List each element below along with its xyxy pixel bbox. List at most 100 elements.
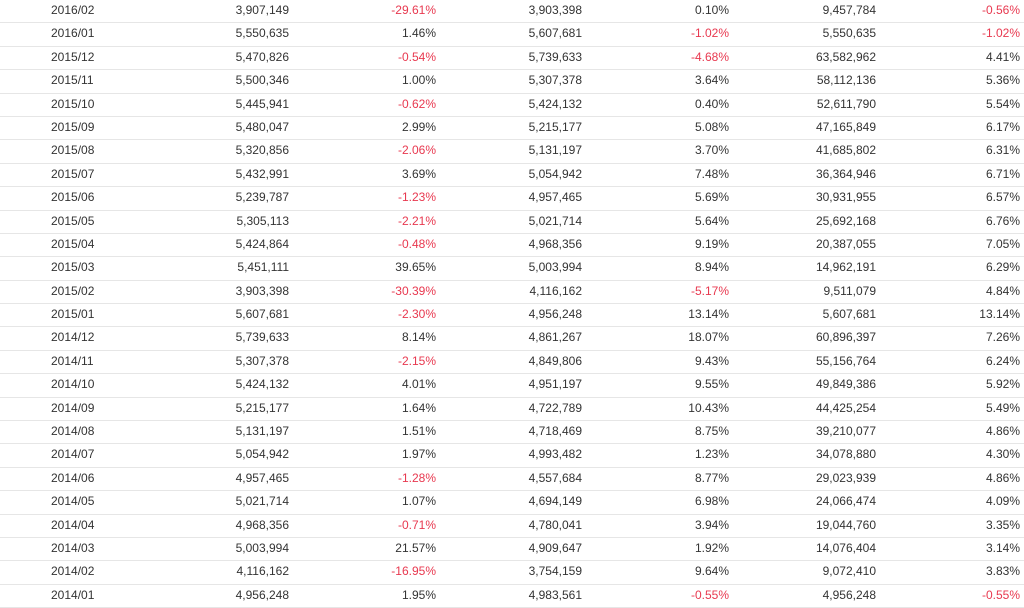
value-cell: 4,968,356 xyxy=(235,517,289,532)
value-cell: 5.36% xyxy=(985,73,1020,88)
period-cell: 2015/10 xyxy=(51,96,95,111)
period-cell: 2015/04 xyxy=(51,236,95,251)
value-cell: 7.26% xyxy=(985,330,1020,345)
table-row: 2014/07 5,054,942 1.97% 4,993,482 1.23% 34,07… xyxy=(0,444,1024,468)
value-cell: 8.14% xyxy=(401,330,436,345)
value-cell: 9.43% xyxy=(694,353,729,368)
period-cell: 2015/08 xyxy=(51,143,95,158)
table-row: 2015/01 5,607,681 -2.30% 4,956,248 13.14% 5,6… xyxy=(0,304,1024,328)
table-row: 2015/11 5,500,346 1.00% 5,307,378 3.64% 58,11… xyxy=(0,70,1024,94)
period-cell: 2014/02 xyxy=(51,564,95,579)
table-row: 2014/04 4,968,356 -0.71% 4,780,041 3.94% 19,0… xyxy=(0,515,1024,538)
value-cell: -2.15% xyxy=(397,353,436,368)
period-cell: 2016/02 xyxy=(51,3,95,17)
period-cell: 2015/05 xyxy=(51,213,95,228)
value-cell: 3.14% xyxy=(985,540,1020,555)
value-cell: 4,718,469 xyxy=(528,424,582,439)
value-cell: 5,305,113 xyxy=(236,213,290,228)
value-cell: -2.30% xyxy=(397,307,436,322)
table-row: 2015/06 5,239,787 -1.23% 4,957,465 5.69% 30,9… xyxy=(0,187,1024,211)
period-cell: 2014/08 xyxy=(51,424,95,439)
value-cell: 44,425,254 xyxy=(815,400,876,415)
period-cell: 2015/06 xyxy=(51,190,95,205)
table-row: 2015/04 5,424,864 -0.48% 4,968,356 9.19% 20,3… xyxy=(0,234,1024,258)
value-cell: 1.51% xyxy=(401,424,436,439)
value-cell: 5,470,826 xyxy=(235,49,289,64)
value-cell: 6.57% xyxy=(985,190,1020,205)
value-cell: 5,003,994 xyxy=(528,260,582,275)
value-cell: 4,116,162 xyxy=(236,564,290,579)
value-cell: 63,582,962 xyxy=(815,49,876,64)
value-cell: 5,424,864 xyxy=(235,236,289,251)
value-cell: 6.71% xyxy=(985,166,1020,181)
value-cell: 39.65% xyxy=(395,260,436,275)
value-cell: 39,210,077 xyxy=(815,424,876,439)
value-cell: 5,215,177 xyxy=(235,400,289,415)
value-cell: 8.75% xyxy=(694,424,729,439)
value-cell: 5,307,378 xyxy=(528,73,582,88)
value-cell: 7.05% xyxy=(985,236,1020,251)
period-cell: 2015/11 xyxy=(51,73,94,88)
period-cell: 2014/05 xyxy=(51,494,95,509)
value-cell: 1.46% xyxy=(401,26,436,41)
value-cell: 4.01% xyxy=(401,377,436,392)
table-row: 2014/02 4,116,162 -16.95% 3,754,159 9.64% 9,0… xyxy=(0,561,1024,585)
value-cell: -0.55% xyxy=(981,587,1020,602)
value-cell: 3,907,149 xyxy=(235,3,289,17)
value-cell: -1.23% xyxy=(397,190,436,205)
period-cell: 2014/10 xyxy=(51,377,95,392)
table-row: 2015/03 5,451,111 39.65% 5,003,994 8.94% 14,9… xyxy=(0,257,1024,281)
value-cell: 1.92% xyxy=(694,540,729,555)
value-cell: -0.48% xyxy=(397,236,436,251)
value-cell: 6.24% xyxy=(985,353,1020,368)
value-cell: 36,364,946 xyxy=(815,166,876,181)
value-cell: 4,861,267 xyxy=(528,330,582,345)
period-cell: 2015/01 xyxy=(51,307,95,322)
value-cell: 6.29% xyxy=(985,260,1020,275)
value-cell: 9,511,079 xyxy=(823,283,877,298)
value-cell: 3.64% xyxy=(694,73,729,88)
value-cell: 9,072,410 xyxy=(822,564,876,579)
value-cell: -1.28% xyxy=(397,470,436,485)
value-cell: 58,112,136 xyxy=(816,73,876,88)
value-cell: 5,739,633 xyxy=(528,49,582,64)
value-cell: 4,957,465 xyxy=(528,190,582,205)
table-row: 2014/08 5,131,197 1.51% 4,718,469 8.75% 39,21… xyxy=(0,421,1024,445)
table-row: 2014/11 5,307,378 -2.15% 4,849,806 9.43% 55,1… xyxy=(0,351,1024,375)
value-cell: 5.69% xyxy=(694,190,729,205)
value-cell: 41,685,802 xyxy=(815,143,876,158)
value-cell: 4,993,482 xyxy=(528,447,582,462)
table-row: 2015/08 5,320,856 -2.06% 5,131,197 3.70% 41,6… xyxy=(0,140,1024,164)
value-cell: 5,451,111 xyxy=(237,260,289,275)
period-cell: 2015/03 xyxy=(51,260,95,275)
value-cell: -1.02% xyxy=(690,26,729,41)
value-cell: 4,951,197 xyxy=(528,377,582,392)
value-cell: 5,432,991 xyxy=(235,166,289,181)
table-row: 2016/01 5,550,635 1.46% 5,607,681 -1.02% 5,55… xyxy=(0,23,1024,47)
period-cell: 2014/04 xyxy=(51,517,95,532)
table-row: 2016/02 3,907,149 -29.61% 3,903,398 0.10% 9,4… xyxy=(0,0,1024,24)
value-cell: 4.09% xyxy=(985,494,1020,509)
value-cell: 3.69% xyxy=(401,166,436,181)
period-cell: 2014/12 xyxy=(51,330,95,345)
value-cell: 14,076,404 xyxy=(815,540,876,555)
value-cell: -16.95% xyxy=(391,564,436,579)
value-cell: 1.64% xyxy=(401,400,436,415)
value-cell: 1.23% xyxy=(694,447,729,462)
value-cell: 5.54% xyxy=(985,96,1020,111)
value-cell: 0.10% xyxy=(694,3,729,17)
value-cell: 29,023,939 xyxy=(815,470,876,485)
value-cell: -0.62% xyxy=(397,96,436,111)
value-cell: -2.21% xyxy=(397,213,436,228)
value-cell: 4,780,041 xyxy=(528,517,582,532)
value-cell: -30.39% xyxy=(391,283,436,298)
value-cell: 2.99% xyxy=(401,119,436,134)
value-cell: 5,480,047 xyxy=(235,119,289,134)
value-cell: 5,550,635 xyxy=(822,26,876,41)
value-cell: 5.64% xyxy=(694,213,729,228)
value-cell: -29.61% xyxy=(391,3,436,17)
value-cell: 5,607,681 xyxy=(528,26,582,41)
value-cell: 5,424,132 xyxy=(235,377,289,392)
value-cell: -4.68% xyxy=(690,49,729,64)
